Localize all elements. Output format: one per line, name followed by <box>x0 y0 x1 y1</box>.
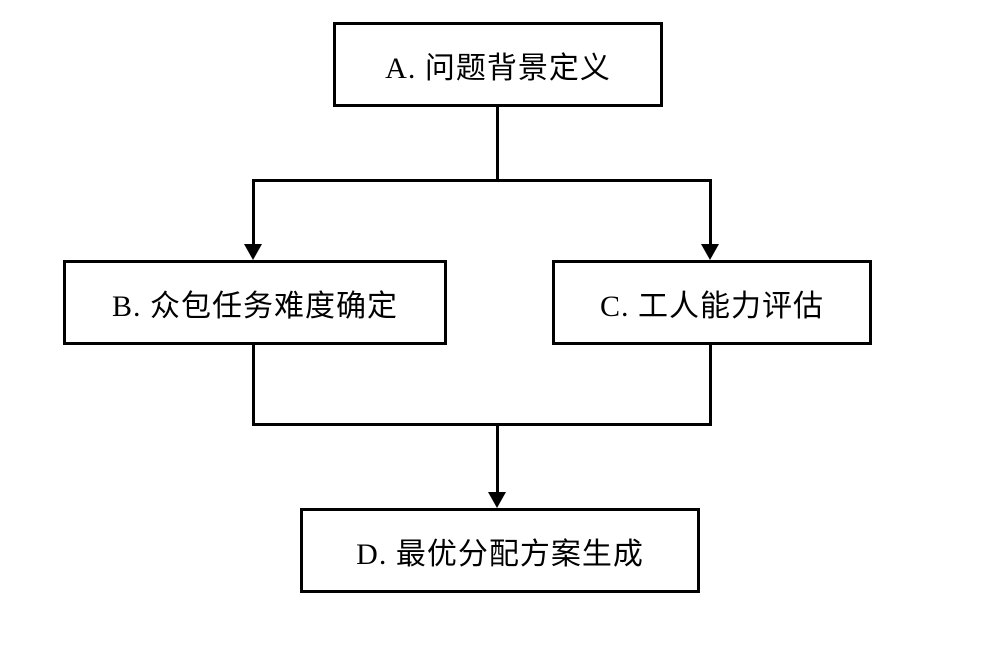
edge-b-down <box>252 345 255 426</box>
node-a: A. 问题背景定义 <box>333 22 663 107</box>
edge-a-down <box>496 107 499 182</box>
node-b: B. 众包任务难度确定 <box>63 260 447 345</box>
arrowhead-b <box>244 244 262 260</box>
edge-merge-horizontal <box>252 423 712 426</box>
edge-a-horizontal <box>252 179 712 182</box>
node-a-label: A. 问题背景定义 <box>385 43 611 87</box>
node-d-label: D. 最优分配方案生成 <box>356 529 644 573</box>
arrowhead-d <box>488 492 506 508</box>
node-b-label: B. 众包任务难度确定 <box>112 281 398 325</box>
node-c: C. 工人能力评估 <box>552 260 872 345</box>
node-c-label: C. 工人能力评估 <box>600 281 824 325</box>
edge-c-down <box>709 345 712 426</box>
edge-to-b <box>252 179 255 245</box>
edge-to-c <box>709 179 712 245</box>
arrowhead-c <box>701 244 719 260</box>
node-d: D. 最优分配方案生成 <box>300 508 700 593</box>
edge-to-d <box>496 423 499 493</box>
